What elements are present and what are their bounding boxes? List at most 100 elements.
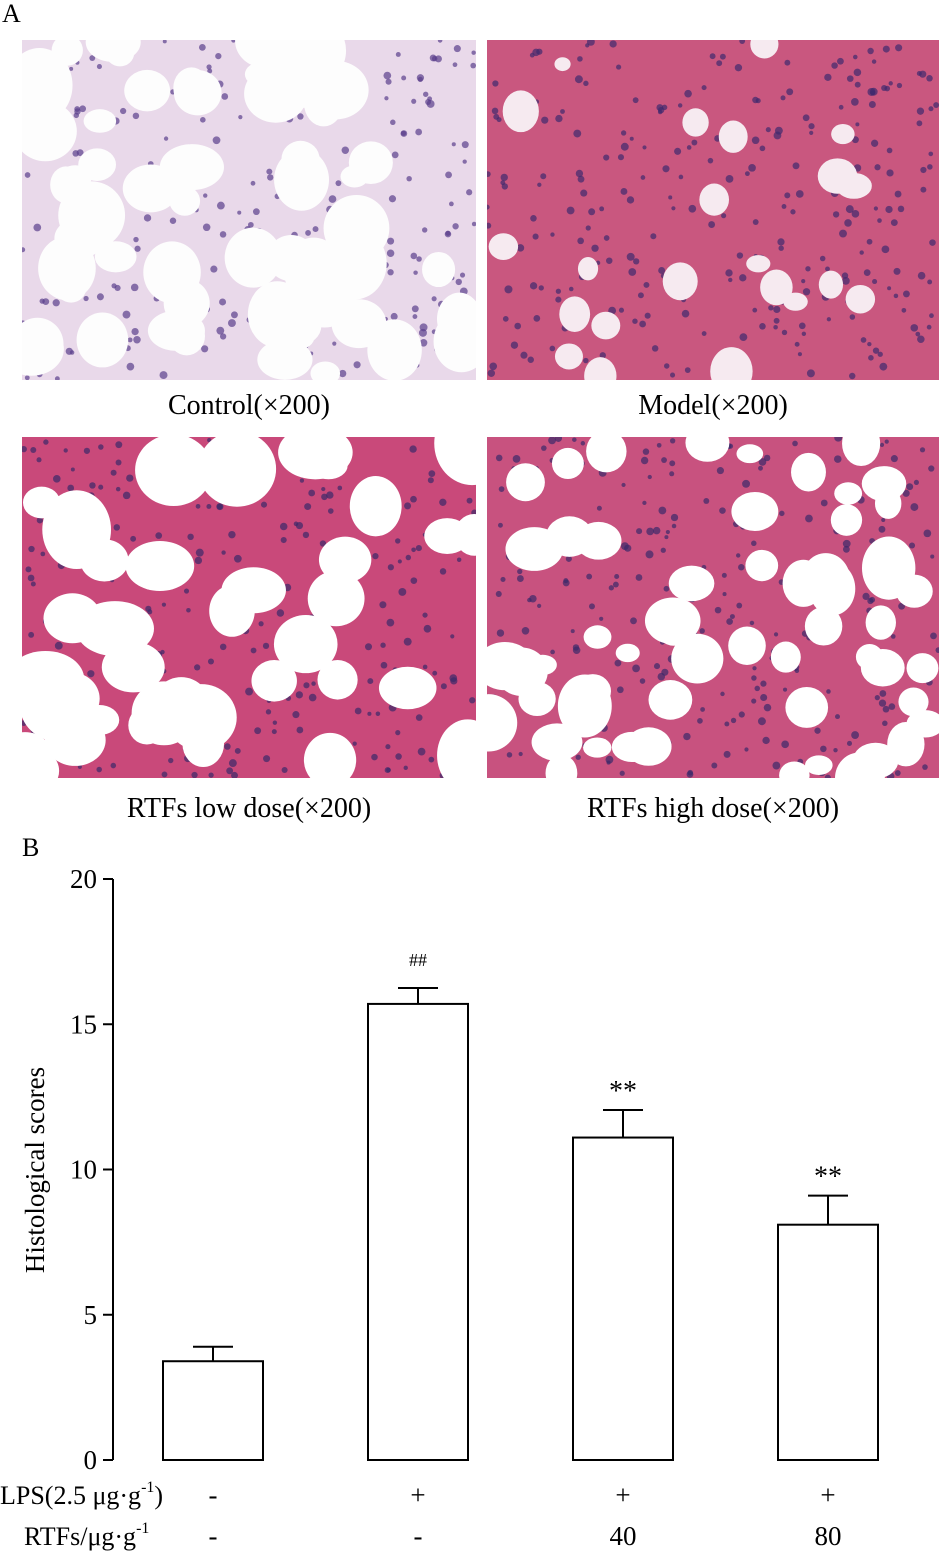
alveolus [583,625,612,649]
nucleus [711,762,718,769]
nucleus [825,266,830,272]
alveolus [874,488,902,519]
nucleus [662,165,670,173]
alveolus [898,687,929,717]
alveolus [22,47,73,123]
row-label-tail: ) [154,1481,163,1510]
nucleus [826,317,832,322]
nucleus [884,85,891,92]
nucleus [403,637,412,646]
nucleus [784,59,791,66]
nucleus [385,744,391,750]
nucleus [427,477,434,484]
nucleus [162,40,167,44]
nucleus [537,182,542,187]
nucleus [417,747,426,756]
nucleus [423,91,429,97]
nucleus [894,770,901,776]
nucleus [890,634,896,639]
alveolus [378,666,437,710]
nucleus [380,661,388,669]
nucleus [888,81,893,86]
alveolus [557,674,612,738]
nucleus [846,75,854,82]
nucleus [744,747,749,752]
nucleus [642,448,650,455]
nucleus [670,513,679,522]
nucleus [555,296,562,303]
nucleus [127,337,133,343]
nucleus [555,288,562,294]
nucleus [187,533,194,541]
nucleus [744,171,750,177]
alveolus [244,61,281,87]
nucleus [748,164,756,172]
alveolus [736,444,764,464]
alveolus [454,514,476,556]
nucleus [388,195,397,203]
nucleus [332,341,337,346]
nucleus [591,244,599,252]
nucleus [671,523,677,529]
nucleus [619,770,625,776]
nucleus [130,535,137,542]
nucleus [375,711,381,717]
nucleus [227,319,236,327]
nucleus [650,233,657,240]
alveolus [785,686,829,728]
nucleus [415,128,423,136]
image-caption: Model(×200) [638,390,788,421]
nucleus [492,80,499,87]
nucleus [395,753,402,760]
alveolus [83,109,117,133]
alveolus [124,69,171,112]
nucleus [867,341,872,347]
nucleus [126,474,134,482]
row-label-sup: -1 [136,1520,149,1537]
nucleus [709,53,716,60]
nucleus [451,142,456,147]
nucleus [881,517,886,523]
nucleus [30,447,37,454]
nucleus [231,40,236,43]
nucleus [917,335,925,344]
nucleus [28,631,35,638]
nucleus [736,553,741,558]
nucleus [684,89,692,98]
nucleus [779,510,785,517]
nucleus [879,442,885,447]
nucleus [742,479,750,488]
alveolus [906,653,939,684]
nucleus [296,726,304,734]
nucleus [406,175,412,182]
nucleus [805,266,811,272]
nucleus [401,75,407,81]
nucleus [902,290,910,298]
alveolus [545,754,578,778]
nucleus [504,285,513,294]
nucleus [195,548,204,557]
nucleus [599,352,606,359]
nucleus [624,544,632,552]
nucleus [352,741,357,746]
nucleus [630,617,637,625]
nucleus [560,109,565,114]
nucleus [632,664,640,673]
alveolus [583,737,612,758]
nucleus [390,312,398,320]
nucleus [440,683,447,690]
alveolus [173,67,210,109]
nucleus [879,690,887,697]
nucleus [890,455,898,463]
nucleus [723,750,731,758]
micrographs [22,40,939,778]
nucleus [609,40,617,48]
nucleus [701,85,707,91]
row-label-text: LPS(2.5 μg·g [0,1481,141,1510]
nucleus [906,483,914,491]
nucleus [496,117,502,123]
alveolus [750,40,779,59]
nucleus [867,87,876,96]
alveolus [33,704,71,735]
